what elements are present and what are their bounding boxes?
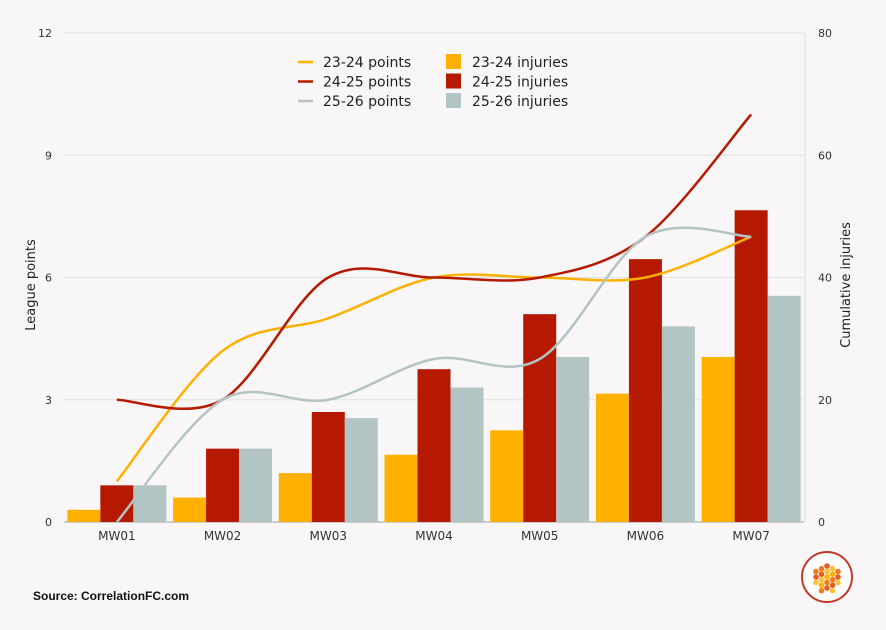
y-left-tick-label: 3 [45,394,52,407]
x-tick-label: MW03 [310,529,348,543]
logo-hex [824,563,830,569]
y-left-tick-label: 0 [45,516,52,529]
y-left-tick-label: 12 [38,27,52,40]
x-tick-label: MW01 [98,529,136,543]
legend-box-swatch [446,93,461,108]
logo-hex [829,565,836,572]
x-tick-label: MW02 [204,529,242,543]
bar [173,497,207,522]
logo-hex [829,571,836,577]
logo-hex [813,579,819,586]
bar [734,210,768,522]
correlationfc-logo [801,551,853,603]
legend-label: 24-25 points [323,75,411,91]
bar [701,356,735,522]
logo-hex [824,568,830,575]
y-right-tick-label: 60 [818,149,832,162]
x-tick-label: MW07 [732,529,770,543]
bar [490,430,524,522]
bar [384,454,418,522]
y-right-tick-label: 0 [818,516,825,529]
logo-hex [818,582,825,588]
bar [595,393,629,522]
bar [100,485,134,522]
y-right-tick-label: 80 [818,27,832,40]
logo-hex [824,574,830,580]
logo-hex [813,574,819,580]
logo-hex [829,582,836,588]
y-axis-right-label: Cumulative injuries [839,222,854,348]
bar [556,356,590,522]
legend-label: 23-24 points [323,55,411,71]
source-note: Source: CorrelationFC.com [33,589,190,603]
logo-hex [829,576,836,583]
y-left-tick-label: 9 [45,149,52,162]
bar [133,485,167,522]
logo-hex [824,585,830,591]
logo-hex [818,587,825,594]
logo-hex [835,568,841,575]
line-series [115,226,752,523]
line-series [115,235,752,483]
legend-box-swatch [446,73,461,89]
bar [67,509,101,522]
legend-label: 25-26 points [323,94,411,110]
y-right-tick-label: 40 [818,272,832,285]
logo-hex [818,565,825,572]
logo-hex [835,574,841,580]
bar [450,387,484,522]
logo-hex [824,579,830,586]
legend-box-swatch [446,54,461,69]
logo-hex [829,587,836,594]
x-tick-label: MW06 [627,529,665,543]
bar [206,448,240,522]
y-right-tick-label: 20 [818,394,832,407]
bar [344,418,378,522]
bar [661,326,695,522]
bar [628,259,662,522]
bar [767,295,801,522]
y-left-tick-label: 6 [45,272,52,285]
bar [278,473,312,522]
logo-hex [835,579,841,586]
x-tick-label: MW04 [415,529,453,543]
legend-label: 24-25 injuries [472,75,568,91]
y-axis-left-label: League points [24,239,39,331]
bar [311,411,345,522]
logo-hex [818,571,825,577]
logo-hex [818,576,825,583]
bar [417,369,451,522]
bar [239,448,273,522]
legend: 23-24 points 24-25 points 25-26 points 23-2… [298,54,568,110]
x-tick-label: MW05 [521,529,559,543]
legend-label: 23-24 injuries [472,55,568,71]
legend-label: 25-26 injuries [472,94,568,110]
bar [523,314,557,522]
logo-hex [813,568,819,575]
